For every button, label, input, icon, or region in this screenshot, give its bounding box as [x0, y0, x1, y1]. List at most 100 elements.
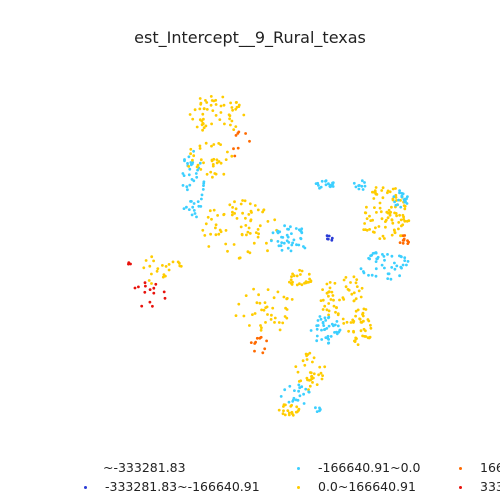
map-point	[397, 198, 400, 202]
map-point	[209, 103, 213, 107]
map-point	[163, 296, 167, 300]
map-point	[142, 266, 146, 270]
map-point	[239, 225, 243, 229]
map-point	[386, 189, 390, 193]
map-point	[327, 234, 331, 238]
map-point	[156, 267, 160, 270]
map-point	[295, 283, 299, 287]
map-point	[199, 205, 203, 208]
map-point	[231, 210, 234, 214]
map-point	[383, 258, 386, 262]
map-point	[335, 320, 339, 323]
map-point	[381, 186, 385, 190]
map-point	[200, 193, 204, 197]
map-point	[309, 279, 313, 283]
map-point	[201, 188, 205, 191]
map-point	[285, 297, 289, 301]
map-point	[397, 227, 400, 231]
map-point	[218, 118, 222, 121]
map-point	[341, 296, 345, 299]
map-point	[318, 365, 322, 369]
map-point	[249, 219, 253, 223]
map-point	[290, 298, 294, 301]
map-point	[280, 235, 283, 239]
map-point	[327, 341, 331, 345]
map-point	[191, 117, 195, 121]
map-point	[198, 107, 202, 111]
map-point	[297, 380, 301, 383]
map-point	[237, 302, 241, 306]
map-point	[242, 113, 246, 117]
map-point	[405, 219, 409, 223]
map-point	[150, 282, 153, 285]
map-point	[203, 234, 207, 237]
map-point	[200, 119, 204, 123]
map-point	[204, 99, 207, 102]
map-point	[201, 112, 205, 116]
map-point	[281, 412, 285, 416]
map-point	[167, 263, 171, 266]
map-point	[303, 246, 307, 250]
map-point	[335, 306, 338, 309]
map-point	[192, 202, 196, 205]
map-point	[276, 290, 280, 294]
map-point	[288, 280, 291, 284]
map-point	[205, 172, 209, 176]
map-point	[316, 319, 320, 322]
map-point	[368, 228, 371, 231]
map-point	[210, 144, 213, 148]
map-point	[205, 101, 209, 104]
map-point	[400, 195, 404, 199]
map-point	[188, 183, 192, 187]
map-point	[202, 117, 205, 121]
map-point	[394, 187, 397, 190]
map-point	[257, 293, 260, 297]
map-point	[269, 318, 273, 321]
map-point	[190, 162, 194, 166]
map-point	[295, 410, 299, 414]
map-point	[195, 215, 198, 219]
map-point	[347, 288, 351, 292]
map-point	[235, 217, 239, 220]
map-point	[287, 227, 290, 231]
map-point	[386, 253, 389, 256]
map-point	[319, 185, 323, 189]
map-point	[226, 150, 229, 154]
map-point	[262, 208, 266, 212]
map-point	[244, 224, 248, 227]
map-point	[148, 300, 152, 304]
map-point	[207, 245, 211, 248]
map-point	[331, 181, 335, 185]
map-point	[266, 313, 269, 316]
map-point	[325, 234, 329, 238]
map-point	[352, 291, 356, 295]
map-point	[319, 371, 323, 375]
map-point	[198, 161, 202, 165]
map-point	[210, 122, 214, 126]
map-point	[314, 406, 317, 410]
map-point	[209, 95, 213, 98]
legend-marker-bin-3	[297, 467, 300, 470]
legend-label-bin-3: -166640.91~0.0	[318, 460, 421, 475]
map-point	[327, 324, 331, 328]
map-point	[368, 257, 371, 261]
map-point	[394, 212, 398, 215]
map-point	[400, 255, 403, 259]
map-point	[298, 394, 302, 398]
map-point	[255, 301, 259, 305]
map-point	[266, 249, 269, 253]
map-point	[336, 324, 340, 328]
map-point	[371, 190, 374, 194]
map-point	[327, 316, 330, 320]
map-point	[362, 319, 365, 323]
legend-item-bin-4: 0.0~166640.91	[297, 479, 416, 494]
map-point	[246, 250, 250, 254]
map-point	[361, 334, 364, 338]
map-point	[352, 275, 356, 279]
map-point	[181, 184, 185, 187]
map-point	[202, 126, 206, 130]
map-point	[259, 324, 262, 327]
map-point	[386, 216, 390, 220]
map-point	[264, 321, 267, 324]
map-point	[400, 266, 403, 270]
